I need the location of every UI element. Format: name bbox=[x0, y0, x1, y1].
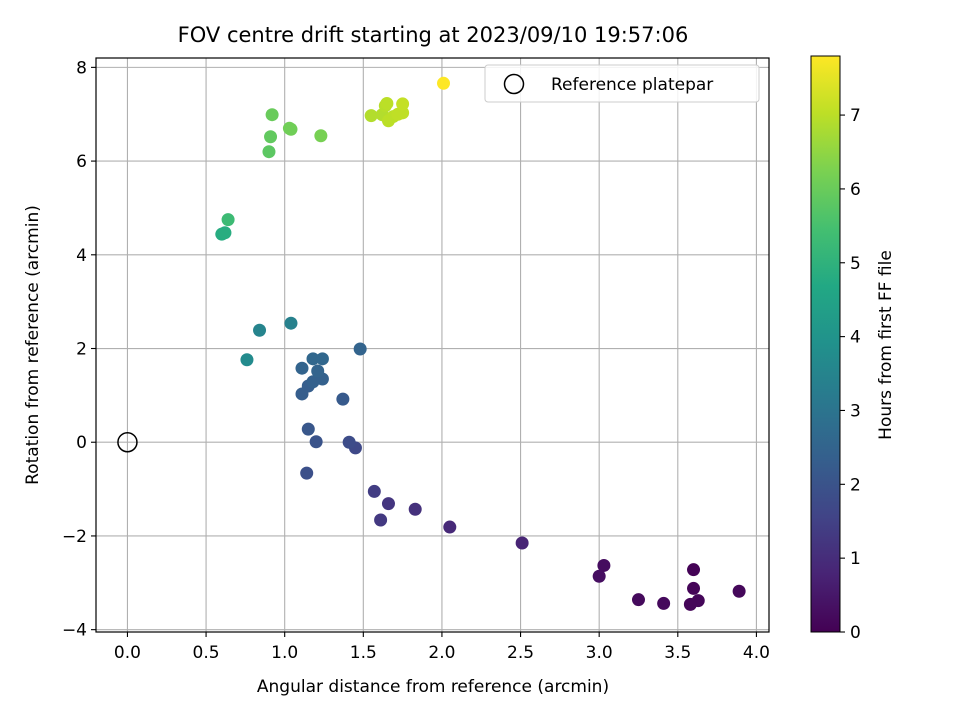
y-axis-label: Rotation from reference (arcmin) bbox=[23, 205, 43, 485]
colorbar-tick-label: 0 bbox=[850, 623, 861, 643]
y-tick-label: 0 bbox=[76, 433, 87, 453]
colorbar-tick-label: 3 bbox=[850, 401, 861, 421]
y-tick-label: 6 bbox=[76, 152, 87, 172]
x-tick-label: 0.0 bbox=[114, 643, 141, 663]
legend-box bbox=[484, 64, 760, 103]
x-tick-label: 4.0 bbox=[743, 643, 770, 663]
plot-frame bbox=[95, 57, 770, 633]
y-tick-label: 8 bbox=[76, 58, 87, 78]
y-tick-label: 2 bbox=[76, 340, 87, 360]
y-tick-label: −4 bbox=[62, 621, 87, 641]
colorbar-tick-label: 1 bbox=[850, 549, 861, 569]
data-point bbox=[264, 130, 278, 144]
x-axis-ticks: 0.0 0.5 1.0 1.5 2.0 2.5 3.0 3.5 4.0 bbox=[114, 632, 770, 663]
legend: Reference platepar bbox=[484, 64, 760, 103]
data-point bbox=[592, 569, 606, 583]
data-point bbox=[597, 558, 611, 572]
colorbar-tick-label: 4 bbox=[850, 328, 861, 348]
x-tick-label: 3.5 bbox=[664, 643, 691, 663]
legend-label-reference: Reference platepar bbox=[551, 75, 713, 95]
data-point bbox=[253, 323, 267, 337]
data-point bbox=[240, 353, 254, 367]
reference-marker-layer bbox=[117, 431, 138, 453]
legend-marker-reference bbox=[503, 73, 525, 95]
colorbar-ticks: 0 1 2 3 4 5 6 7 bbox=[840, 106, 861, 643]
colorbar-gradient bbox=[810, 55, 841, 633]
colorbar-tick-label: 2 bbox=[850, 475, 861, 495]
data-point bbox=[300, 466, 314, 480]
x-axis-label: Angular distance from reference (arcmin) bbox=[257, 677, 609, 697]
data-point bbox=[221, 213, 235, 227]
x-tick-label: 0.5 bbox=[193, 643, 220, 663]
data-point bbox=[306, 352, 320, 366]
x-tick-label: 3.0 bbox=[586, 643, 613, 663]
colorbar: 0 1 2 3 4 5 6 7 Hours from first FF file bbox=[810, 55, 896, 643]
data-point bbox=[683, 597, 697, 611]
data-point bbox=[309, 435, 323, 449]
colorbar-tick-label: 5 bbox=[850, 254, 861, 274]
colorbar-tick-label: 6 bbox=[850, 180, 861, 200]
data-point bbox=[353, 342, 367, 356]
data-point bbox=[380, 96, 394, 110]
data-point bbox=[336, 392, 350, 406]
x-tick-label: 1.0 bbox=[271, 643, 298, 663]
data-points bbox=[215, 76, 746, 611]
data-point bbox=[687, 581, 701, 595]
data-point bbox=[284, 316, 298, 330]
data-point bbox=[515, 536, 529, 550]
data-point bbox=[408, 502, 422, 516]
data-point bbox=[364, 109, 378, 123]
x-tick-label: 1.5 bbox=[350, 643, 377, 663]
data-point bbox=[301, 422, 315, 436]
data-point bbox=[295, 361, 309, 375]
y-tick-label: 4 bbox=[76, 246, 87, 266]
data-point bbox=[443, 520, 457, 534]
colorbar-tick-label: 7 bbox=[850, 106, 861, 126]
data-point bbox=[396, 106, 410, 120]
y-axis-ticks: −4 −2 0 2 4 6 8 bbox=[62, 58, 96, 641]
data-point bbox=[437, 76, 451, 90]
grid bbox=[96, 58, 769, 632]
reference-platepar-marker bbox=[117, 431, 138, 453]
data-point bbox=[284, 122, 298, 136]
data-point bbox=[315, 352, 329, 366]
x-tick-label: 2.5 bbox=[507, 643, 534, 663]
data-point bbox=[311, 364, 325, 378]
data-point bbox=[657, 596, 671, 610]
data-point bbox=[265, 108, 279, 122]
data-point bbox=[631, 593, 645, 607]
y-tick-label: −2 bbox=[62, 527, 87, 547]
data-point bbox=[374, 513, 388, 527]
data-point bbox=[218, 226, 232, 240]
data-point bbox=[342, 435, 356, 449]
data-point bbox=[732, 584, 746, 598]
data-point bbox=[314, 129, 328, 143]
data-point bbox=[367, 484, 381, 498]
colorbar-label: Hours from first FF file bbox=[876, 250, 896, 440]
data-point bbox=[381, 497, 395, 511]
data-point bbox=[687, 563, 701, 577]
chart-title: FOV centre drift starting at 2023/09/10 … bbox=[178, 23, 689, 47]
x-tick-label: 2.0 bbox=[428, 643, 455, 663]
data-point bbox=[262, 145, 276, 159]
data-point bbox=[396, 97, 410, 111]
